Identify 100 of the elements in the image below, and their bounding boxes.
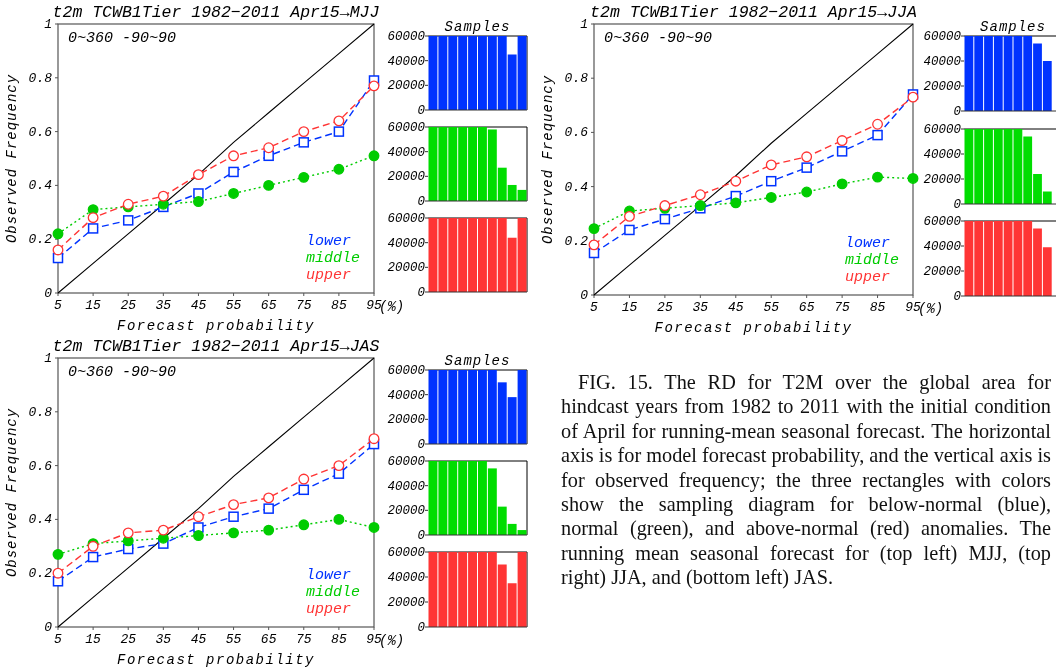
- y-tick-label: 40000: [387, 145, 426, 160]
- y-tick-label: 0: [417, 621, 426, 635]
- point: [730, 197, 742, 209]
- y-tick-label: 40000: [387, 571, 426, 585]
- y-tick-label: 20000: [387, 170, 426, 185]
- point: [298, 171, 310, 183]
- chart-title: Samples: [444, 19, 511, 35]
- point: [298, 519, 310, 531]
- point: [228, 188, 240, 199]
- x-tick-label: 65: [260, 632, 277, 647]
- y-tick-label: 60000: [387, 364, 426, 378]
- y-tick-label: 20000: [923, 80, 962, 94]
- y-tick-label: 0: [44, 620, 53, 635]
- x-tick-label: 55: [225, 298, 242, 313]
- point: [298, 126, 310, 138]
- point: [872, 118, 884, 130]
- y-tick-label: 40000: [387, 236, 426, 251]
- point: [872, 171, 884, 183]
- y-tick-label: 0.2: [28, 566, 53, 582]
- point: [588, 223, 600, 235]
- y-tick-label: 20000: [387, 596, 426, 610]
- point: [263, 142, 275, 154]
- point: [368, 80, 380, 92]
- y-tick-label: 0: [417, 438, 426, 452]
- point: [298, 137, 310, 148]
- point: [157, 190, 169, 202]
- point: [52, 244, 64, 256]
- y-tick-label: 40000: [387, 388, 426, 403]
- point: [122, 527, 134, 539]
- y-axis-title: Observed Frequency: [4, 407, 20, 578]
- point: [801, 162, 812, 173]
- y-tick-label: 1: [44, 351, 52, 366]
- y-tick-label: 40000: [387, 479, 426, 494]
- point: [333, 513, 345, 525]
- x-tick-label: 85: [331, 632, 347, 647]
- y-tick-label: 20000: [923, 265, 962, 279]
- point: [263, 524, 275, 536]
- point: [872, 129, 883, 141]
- line-series: [57, 23, 375, 294]
- point: [659, 213, 671, 225]
- y-tick-label: 0.2: [564, 233, 589, 249]
- y-tick-label: 0: [417, 286, 426, 300]
- point: [333, 126, 345, 137]
- y-tick-label: 0.4: [28, 512, 53, 528]
- chart-title: t2m TCWB1Tier 1982−2011 Apr15→MJJ: [52, 3, 380, 22]
- point: [368, 522, 380, 533]
- point: [907, 173, 919, 184]
- x-axis-title: Forecast probability: [654, 320, 853, 336]
- point: [263, 492, 275, 504]
- y-tick-label: 0.8: [28, 404, 53, 420]
- y-tick-label: 20000: [923, 173, 962, 187]
- point: [87, 212, 99, 224]
- point: [588, 239, 600, 251]
- point: [333, 460, 345, 472]
- point: [228, 150, 240, 162]
- chart-subtitle: 0~360 -90~90: [68, 30, 177, 47]
- point: [52, 228, 64, 240]
- point: [52, 567, 64, 579]
- x-tick-label: 25: [120, 632, 137, 647]
- point: [87, 551, 99, 563]
- point: [228, 527, 240, 539]
- chart-subtitle: 0~360 -90~90: [604, 30, 713, 47]
- x-tick-label: 55: [225, 632, 242, 647]
- x-axis-title: Forecast probability: [116, 318, 316, 334]
- y-tick-label: 0: [953, 105, 962, 119]
- text: lower: [306, 233, 352, 250]
- y-tick-label: 0: [417, 104, 426, 118]
- y-tick-label: 0: [580, 288, 589, 303]
- x-tick-label: 95: [905, 300, 921, 315]
- y-tick-label: 1: [44, 17, 52, 32]
- y-tick-label: 20000: [387, 261, 426, 276]
- chart-title: Samples: [980, 19, 1046, 35]
- point: [333, 115, 345, 127]
- point: [368, 150, 380, 162]
- point: [228, 166, 239, 178]
- x-tick-label: 95: [366, 632, 382, 647]
- text: upper: [306, 601, 352, 618]
- point: [623, 210, 635, 222]
- point: [801, 186, 813, 198]
- x-tick-label: 45: [190, 298, 207, 313]
- point: [263, 503, 274, 514]
- x-tick-label: 85: [331, 298, 347, 313]
- y-tick-label: 40000: [923, 240, 962, 254]
- text: lower: [306, 567, 352, 584]
- y-tick-label: 0.4: [564, 179, 589, 195]
- text: middle: [845, 252, 900, 269]
- x-tick-label: 25: [657, 300, 673, 315]
- y-tick-label: 0.6: [28, 458, 53, 474]
- point: [228, 499, 240, 511]
- y-tick-label: 60000: [387, 455, 426, 469]
- line-series: [593, 23, 914, 296]
- text: middle: [306, 250, 361, 267]
- y-axis-title: Observed Frequency: [540, 74, 556, 245]
- y-tick-label: 60000: [387, 121, 426, 135]
- x-tick-label: 25: [120, 298, 137, 313]
- point: [192, 196, 204, 207]
- y-tick-label: 20000: [387, 79, 426, 94]
- chart-title: t2m TCWB1Tier 1982−2011 Apr15→JAS: [52, 337, 380, 356]
- point: [730, 175, 742, 187]
- x-axis-title: Forecast probability: [116, 652, 316, 668]
